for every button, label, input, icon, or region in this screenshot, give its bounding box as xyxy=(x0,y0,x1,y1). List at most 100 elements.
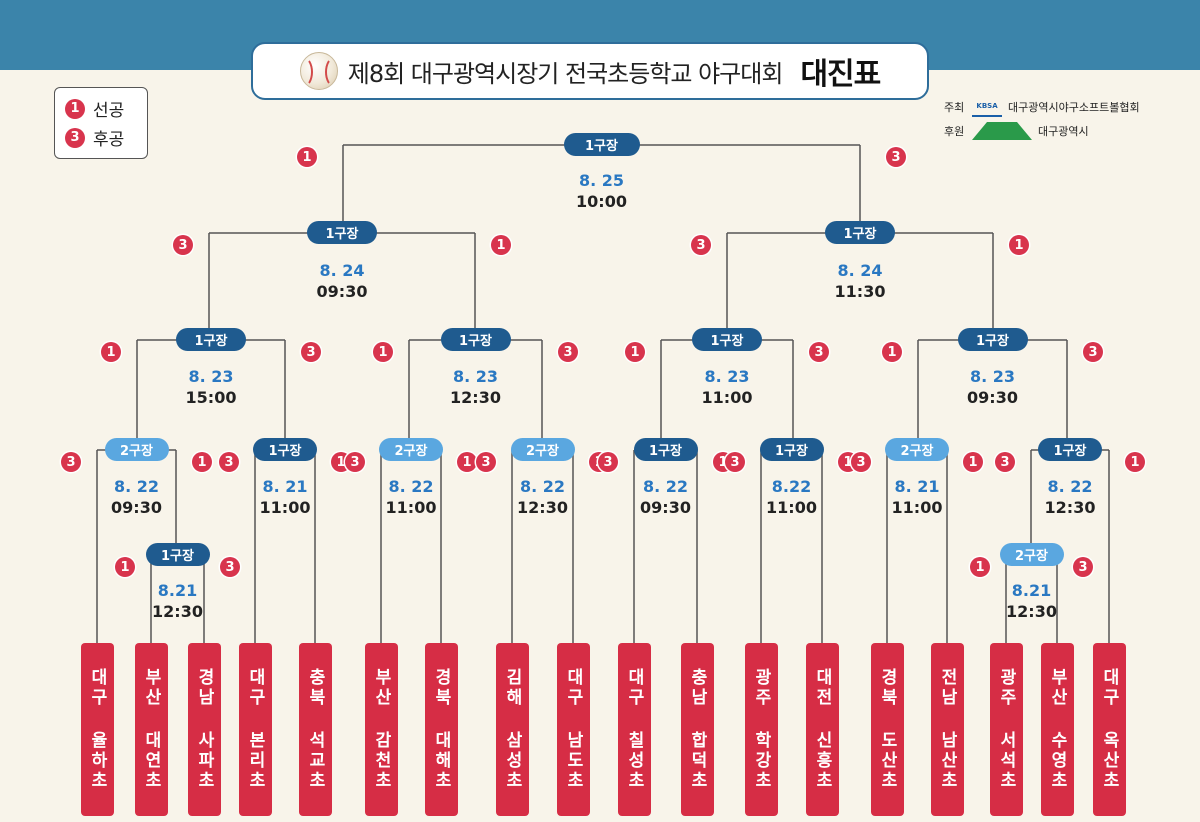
second-attack-badge: 3 xyxy=(65,127,85,148)
legend-second-label: 후공 xyxy=(93,130,125,150)
team-name: 부산 감천초 xyxy=(371,668,391,791)
venue-badge: 1구장 xyxy=(633,438,698,461)
team-box: 대구 옥산초 xyxy=(1093,643,1126,816)
right-order-badge: 1 xyxy=(1125,452,1145,472)
left-order-badge: 1 xyxy=(882,342,902,362)
left-order-badge: 3 xyxy=(61,452,81,472)
venue-badge: 1구장 xyxy=(1038,438,1102,461)
game-schedule: 8. 21 11:00 xyxy=(240,476,330,518)
game-schedule: 8. 23 09:30 xyxy=(948,366,1038,408)
host-name: 대구광역시야구소프트볼협회 xyxy=(1008,101,1140,114)
game-date: 8.22 xyxy=(771,477,812,496)
venue-badge: 1구장 xyxy=(957,328,1028,351)
game-date: 8. 23 xyxy=(188,367,234,386)
game-schedule: 8. 22 09:30 xyxy=(621,476,711,518)
left-order-badge: 3 xyxy=(173,235,193,255)
left-order-badge: 3 xyxy=(345,452,365,472)
support-role: 후원 xyxy=(944,125,965,138)
team-box: 부산 감천초 xyxy=(365,643,398,816)
game-date: 8.21 xyxy=(157,581,198,600)
game-schedule: 8. 23 15:00 xyxy=(166,366,256,408)
right-order-badge: 1 xyxy=(491,235,511,255)
venue-badge: 1구장 xyxy=(440,328,511,351)
support-name: 대구광역시 xyxy=(1038,125,1089,138)
game-time: 15:00 xyxy=(185,388,237,407)
left-order-badge: 1 xyxy=(970,557,990,577)
game-schedule: 8.22 11:00 xyxy=(747,476,837,518)
right-order-badge: 1 xyxy=(192,452,212,472)
team-name: 대구 칠성초 xyxy=(624,668,644,791)
venue-badge: 2구장 xyxy=(379,438,443,461)
team-box: 전남 남산초 xyxy=(931,643,964,816)
page-title-strong: 대진표 xyxy=(800,57,881,92)
venue-badge: 1구장 xyxy=(307,221,377,244)
support-sponsor: 후원 대구광역시 xyxy=(944,122,1089,140)
daegu-city-logo-icon xyxy=(972,122,1032,140)
right-order-badge: 3 xyxy=(1073,557,1093,577)
venue-badge: 2구장 xyxy=(885,438,949,461)
game-schedule: 8. 25 10:00 xyxy=(557,170,647,212)
team-box: 충남 합덕초 xyxy=(681,643,714,816)
game-schedule: 8.21 12:30 xyxy=(987,580,1077,622)
game-time: 09:30 xyxy=(967,388,1018,407)
game-time: 09:30 xyxy=(316,282,368,301)
team-box: 김해 삼성초 xyxy=(496,643,529,816)
left-order-badge: 3 xyxy=(476,452,496,472)
left-order-badge: 3 xyxy=(598,452,618,472)
legend: 1 선공 3 후공 xyxy=(54,87,148,159)
venue-badge: 1구장 xyxy=(692,328,762,351)
team-box: 대구 칠성초 xyxy=(618,643,651,816)
team-name: 광주 학강초 xyxy=(751,668,771,791)
legend-second: 3 후공 xyxy=(65,123,137,152)
right-order-badge: 3 xyxy=(301,342,321,362)
game-schedule: 8. 24 11:30 xyxy=(815,260,905,302)
team-box: 대구 본리초 xyxy=(239,643,272,816)
right-order-badge: 3 xyxy=(558,342,578,362)
team-box: 광주 학강초 xyxy=(745,643,778,816)
game-date: 8. 24 xyxy=(837,261,883,280)
left-order-badge: 3 xyxy=(851,452,871,472)
game-date: 8. 22 xyxy=(113,477,160,496)
team-box: 부산 수영초 xyxy=(1041,643,1074,816)
left-order-badge: 1 xyxy=(101,342,121,362)
team-box: 대구 율하초 xyxy=(81,643,114,816)
game-time: 11:00 xyxy=(766,498,817,517)
game-date: 8. 21 xyxy=(262,477,308,496)
game-date: 8. 22 xyxy=(642,477,689,496)
game-date: 8. 23 xyxy=(704,367,750,386)
game-time: 09:30 xyxy=(111,498,162,517)
left-order-badge: 3 xyxy=(691,235,711,255)
right-order-badge: 3 xyxy=(220,557,240,577)
game-date: 8.21 xyxy=(1011,581,1052,600)
game-schedule: 8. 24 09:30 xyxy=(297,260,387,302)
team-name: 부산 수영초 xyxy=(1047,668,1067,791)
game-time: 09:30 xyxy=(640,498,691,517)
team-name: 경북 대해초 xyxy=(431,668,451,791)
venue-badge: 2구장 xyxy=(999,543,1064,566)
game-schedule: 8. 21 11:00 xyxy=(872,476,962,518)
team-box: 충북 석교초 xyxy=(299,643,332,816)
game-date: 8. 22 xyxy=(1047,477,1093,496)
game-date: 8. 23 xyxy=(969,367,1016,386)
host-role: 주최 xyxy=(944,101,965,114)
venue-badge: 1구장 xyxy=(145,543,210,566)
team-box: 경북 대해초 xyxy=(425,643,458,816)
game-date: 8. 22 xyxy=(388,477,434,496)
game-time: 11:00 xyxy=(385,498,437,517)
team-name: 대구 본리초 xyxy=(245,668,265,791)
venue-badge: 1구장 xyxy=(253,438,317,461)
right-order-badge: 1 xyxy=(1009,235,1029,255)
left-order-badge: 1 xyxy=(297,147,317,167)
game-date: 8. 24 xyxy=(319,261,365,280)
venue-badge: 1구장 xyxy=(825,221,895,244)
team-box: 대전 신흥초 xyxy=(806,643,839,816)
game-time: 11:00 xyxy=(891,498,943,517)
team-name: 전남 남산초 xyxy=(937,668,957,791)
legend-first-label: 선공 xyxy=(93,101,125,121)
left-order-badge: 3 xyxy=(219,452,239,472)
game-time: 11:00 xyxy=(701,388,753,407)
legend-first: 1 선공 xyxy=(65,94,137,123)
game-time: 12:30 xyxy=(517,498,568,517)
left-order-badge: 1 xyxy=(373,342,393,362)
left-order-badge: 1 xyxy=(115,557,135,577)
